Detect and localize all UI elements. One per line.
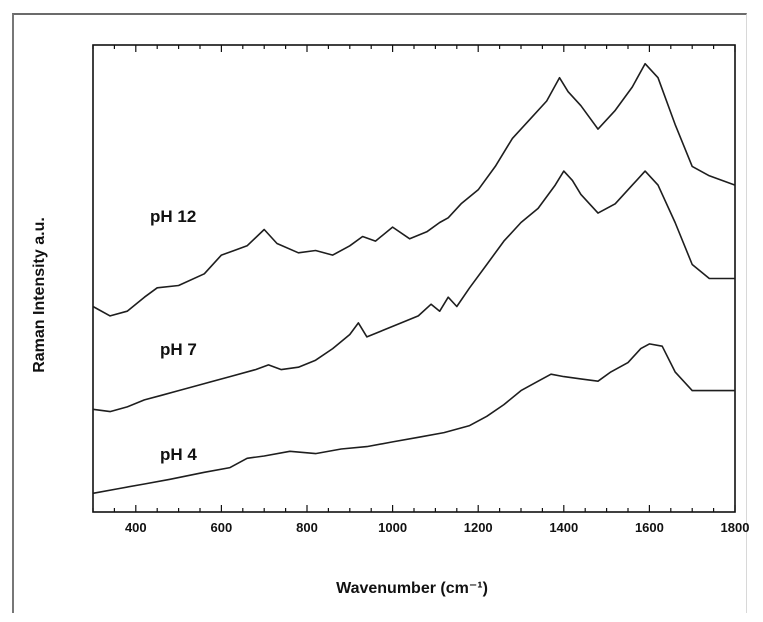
series-line-ph-12 [92, 62, 736, 317]
series-line-ph-4 [92, 343, 735, 495]
series-label-ph-4: pH 4 [160, 445, 197, 464]
x-tick-label: 1200 [464, 520, 493, 535]
x-tick-label: 800 [296, 520, 318, 535]
series-group [92, 62, 736, 495]
plot-axes [92, 44, 736, 513]
figure-frame [12, 13, 747, 613]
x-tick-label: 400 [125, 520, 147, 535]
y-axis-title: Raman Intensity a.u. [31, 217, 48, 373]
series-label-ph-7: pH 7 [160, 340, 197, 359]
x-tick-label: 1400 [549, 520, 578, 535]
plot-box [92, 44, 736, 513]
x-tick-label: 600 [211, 520, 233, 535]
x-tick-label: 1600 [635, 520, 664, 535]
series-labels: pH 12 pH 7 pH 4 [150, 207, 197, 464]
series-label-ph-12: pH 12 [150, 207, 196, 226]
x-ticks: 400 600 800 1000 1200 1400 1600 1800 [92, 45, 750, 535]
series-line-ph-7 [92, 170, 735, 413]
x-tick-label: 1000 [378, 520, 407, 535]
x-axis-title: Wavenumber (cm⁻¹) [336, 580, 488, 597]
x-tick-label: 1800 [721, 520, 750, 535]
